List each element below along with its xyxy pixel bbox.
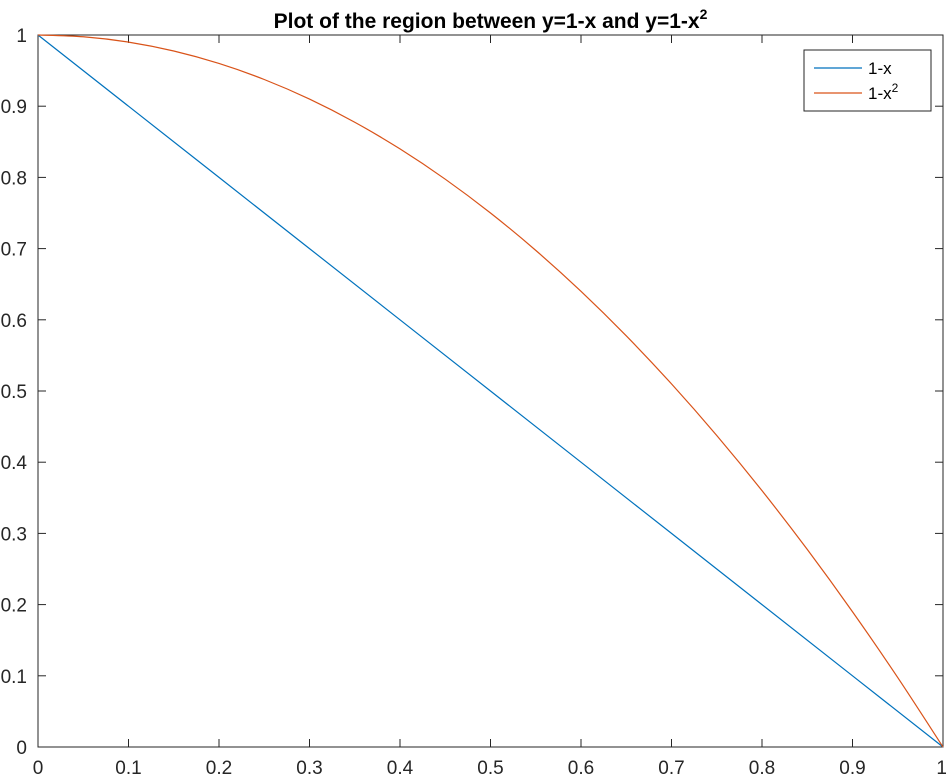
y-axis: 0 0.1 0.2 0.3 0.4 0.5 0.6 0.7 0.8 0.9 1	[1, 26, 943, 759]
y-tick-label: 0.7	[1, 240, 27, 261]
x-tick-label: 0.2	[206, 758, 232, 779]
series-line-1	[37, 34, 944, 748]
x-tick-label: 0.7	[658, 758, 684, 779]
legend-box	[803, 49, 932, 112]
x-tick-label: 0.8	[749, 758, 775, 779]
legend-entry: 1-x	[868, 59, 892, 78]
chart-title: Plot of the region between y=1-x and y=1…	[274, 6, 708, 33]
x-tick-label: 0.3	[296, 758, 322, 779]
y-tick-label: 0.8	[1, 168, 27, 189]
y-tick-label: 0.9	[1, 97, 27, 118]
y-tick-label: 0.5	[1, 382, 27, 403]
chart-title-main: Plot of the region between y=1-x and y=1…	[274, 10, 700, 33]
y-tick-label: 0.6	[1, 311, 27, 332]
x-tick-label: 0.9	[839, 758, 865, 779]
legend-entry-superscript: 2	[892, 81, 899, 95]
legend: 1-x1-x2	[803, 49, 932, 112]
chart-title-superscript: 2	[700, 6, 708, 22]
series-line-2	[37, 34, 944, 748]
x-tick-label: 0	[33, 758, 44, 779]
chart-title-group: Plot of the region between y=1-x and y=1…	[274, 6, 708, 33]
x-tick-label: 0.6	[568, 758, 594, 779]
y-tick-label: 0	[16, 738, 27, 759]
legend-entry-text: 1-x	[868, 84, 892, 103]
y-tick-label: 0.4	[1, 453, 28, 474]
legend-entry-text: 1-x	[868, 59, 892, 78]
x-tick-label: 0.1	[115, 758, 141, 779]
x-axis: 0 0.1 0.2 0.3 0.4 0.5 0.6 0.7 0.8 0.9 1	[33, 35, 947, 779]
y-tick-label: 0.3	[1, 524, 27, 545]
x-tick-label: 0.4	[387, 758, 414, 779]
y-tick-label: 0.2	[1, 596, 27, 617]
legend-entry: 1-x2	[868, 81, 899, 103]
y-tick-label: 1	[16, 26, 27, 47]
series-group	[37, 34, 944, 748]
y-tick-label: 0.1	[1, 667, 27, 688]
x-tick-label: 1	[936, 758, 947, 779]
x-tick-label: 0.5	[477, 758, 503, 779]
